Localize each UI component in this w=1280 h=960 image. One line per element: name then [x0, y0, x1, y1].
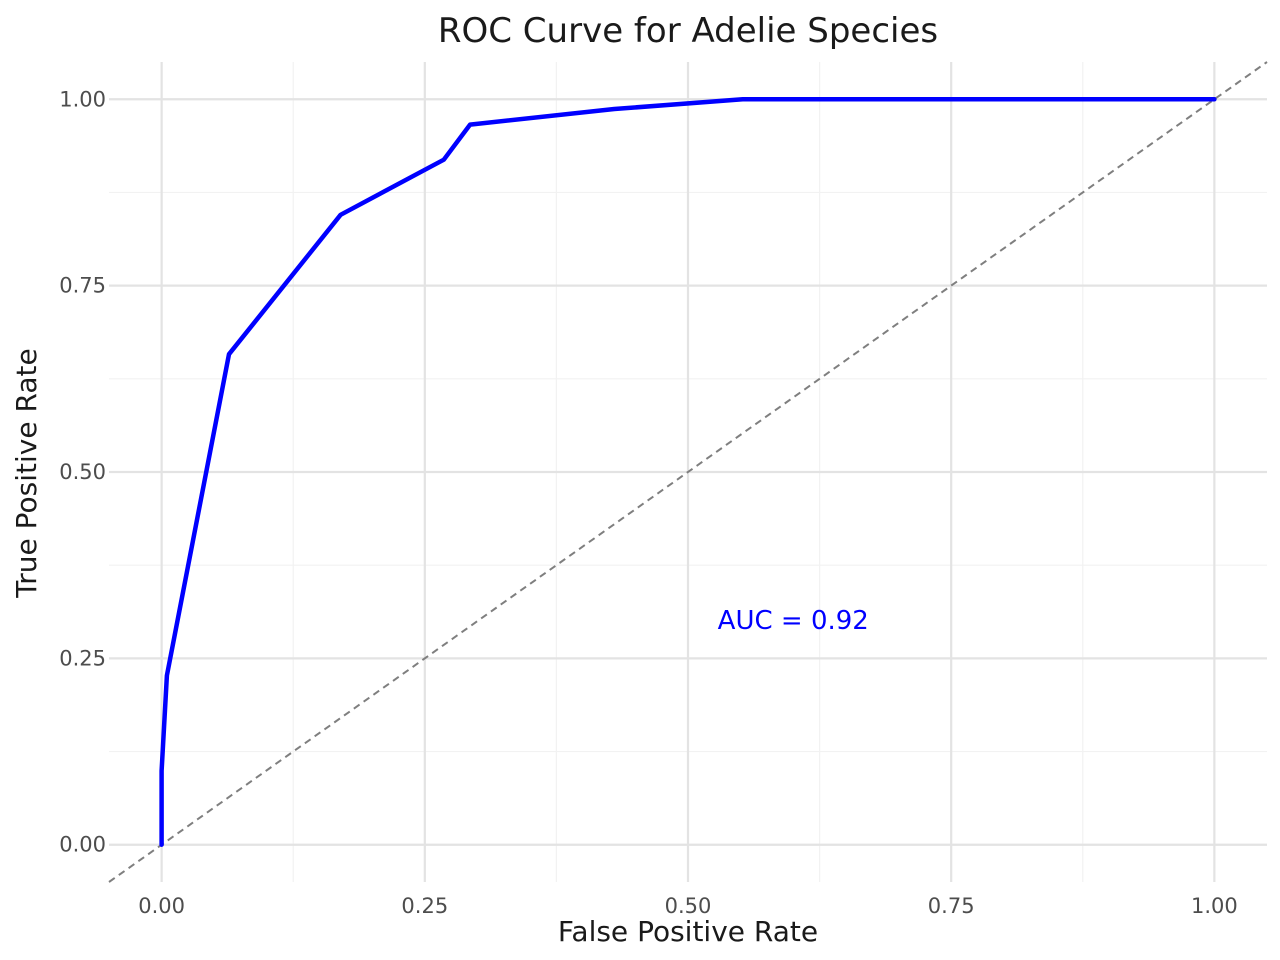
- series-group: [159, 97, 1217, 847]
- y-tick-label: 0.75: [59, 274, 106, 298]
- y-tick-label: 1.00: [59, 87, 106, 111]
- y-tick-label: 0.00: [59, 833, 106, 857]
- x-tick-label: 0.75: [928, 894, 975, 918]
- major-gridlines: [109, 62, 1267, 882]
- x-tick-labels: 0.00 0.25 0.50 0.75 1.00: [138, 894, 1237, 918]
- x-tick-label: 0.00: [138, 894, 185, 918]
- auc-annotation: AUC = 0.92: [718, 606, 869, 636]
- y-tick-label: 0.50: [59, 460, 106, 484]
- chart-title: ROC Curve for Adelie Species: [438, 11, 938, 51]
- x-tick-label: 0.25: [401, 894, 448, 918]
- x-axis-title: False Positive Rate: [558, 915, 818, 948]
- x-tick-label: 1.00: [1191, 894, 1238, 918]
- roc-curve-line: [159, 97, 1217, 847]
- chance-line-group: [108, 61, 1268, 883]
- x-tick-label: 0.50: [665, 894, 712, 918]
- y-tick-labels: 0.00 0.25 0.50 0.75 1.00: [59, 87, 106, 856]
- annotations: AUC = 0.92: [718, 606, 869, 636]
- chance-diagonal-line: [108, 61, 1268, 883]
- y-tick-label: 0.25: [59, 646, 106, 670]
- y-axis-title: True Positive Rate: [10, 348, 43, 598]
